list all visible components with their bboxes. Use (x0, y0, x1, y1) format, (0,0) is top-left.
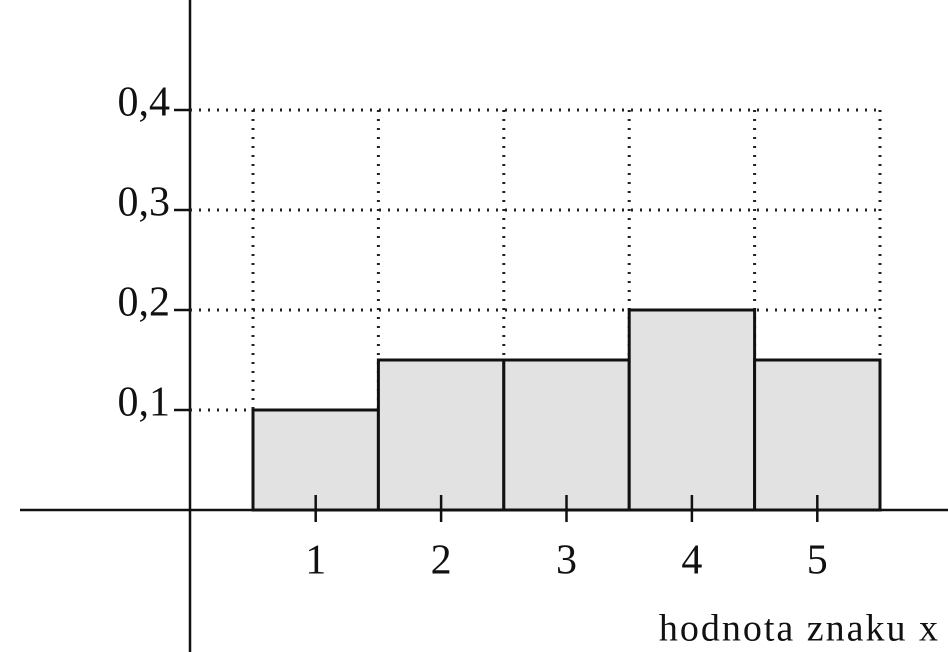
y-tick-label: 0,2 (118, 280, 171, 326)
x-tick-label: 2 (431, 538, 452, 584)
y-tick-label: 0,1 (118, 380, 171, 426)
x-tick-label: 3 (556, 538, 577, 584)
bar (753, 358, 882, 512)
x-tick-label: 1 (305, 538, 326, 584)
x-tick-label: 4 (681, 538, 702, 584)
x-axis-label: hodnota znaku x (659, 608, 940, 650)
y-tick-label: 0,3 (118, 180, 171, 226)
bar (627, 308, 757, 512)
y-tick-label: 0,4 (118, 80, 171, 126)
x-tick-label: 5 (807, 538, 828, 584)
bar (502, 358, 631, 512)
bar (376, 358, 506, 512)
